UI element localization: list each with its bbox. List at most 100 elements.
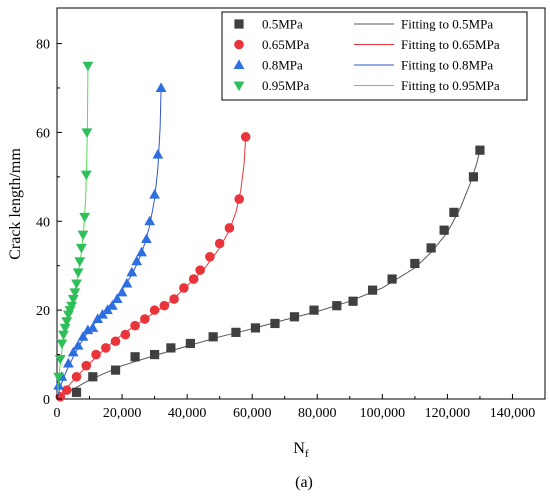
data-point-series-2	[72, 340, 84, 350]
data-point-series-2	[144, 215, 156, 226]
data-point-series-3	[67, 295, 79, 305]
data-point-series-2	[149, 189, 160, 199]
data-point-series-3	[81, 128, 93, 139]
fit-line-series-0	[56, 150, 481, 400]
data-point-series-0	[426, 243, 436, 253]
data-point-series-0	[130, 352, 140, 362]
data-point-series-0	[439, 225, 449, 235]
data-point-series-0	[150, 349, 160, 360]
legend-marker-1	[234, 39, 244, 50]
data-point-series-1	[120, 329, 131, 340]
legend-label-0: 0.5MPa	[262, 17, 303, 32]
x-tick-label: 100,000	[360, 406, 406, 421]
data-point-series-2	[141, 233, 152, 244]
data-point-series-2	[126, 266, 138, 277]
data-point-series-0	[88, 372, 98, 382]
data-point-series-2	[77, 331, 89, 341]
y-tick-label: 20	[36, 304, 50, 319]
data-point-series-0	[475, 145, 485, 155]
data-point-series-3	[59, 323, 71, 334]
data-point-series-1	[140, 314, 150, 324]
data-point-series-1	[224, 223, 235, 233]
data-point-series-1	[234, 194, 244, 204]
x-tick-label: 80,000	[298, 406, 337, 421]
data-point-series-0	[289, 312, 300, 322]
data-point-series-2	[116, 286, 128, 297]
legend-marker-2	[233, 59, 245, 69]
data-point-series-3	[72, 268, 84, 278]
data-point-series-0	[166, 343, 176, 353]
data-point-series-1	[205, 252, 215, 262]
data-point-series-3	[56, 339, 68, 350]
legend-fit-label-3: Fitting to 0.95MPa	[401, 78, 500, 93]
data-point-series-2	[87, 322, 99, 332]
data-point-series-1	[101, 343, 111, 353]
data-point-series-3	[58, 330, 69, 341]
data-point-series-1	[81, 360, 92, 371]
data-point-series-0	[185, 338, 195, 349]
y-tick-label: 40	[36, 215, 50, 230]
data-point-series-1	[110, 336, 121, 347]
axes: 0 20,000 40,000 60,000 80,000 100,000 120,000 1…	[36, 38, 535, 421]
x-axis-title-main: N	[293, 440, 305, 457]
data-point-series-2	[136, 246, 147, 257]
legend-fit-label-2: Fitting to 0.8MPa	[401, 58, 493, 73]
x-tick-label: 60,000	[233, 406, 272, 421]
data-point-series-3	[77, 230, 89, 241]
legend-label-3: 0.95MPa	[262, 78, 310, 93]
data-point-series-3	[71, 279, 82, 290]
y-axis-title: Crack length/mm	[7, 148, 24, 260]
legend-label-2: 0.8MPa	[262, 58, 303, 73]
data-point-series-1	[179, 283, 189, 293]
data-point-series-0	[231, 327, 241, 337]
y-tick-label: 60	[36, 126, 50, 141]
data-point-series-1	[130, 320, 140, 331]
figure-caption: (a)	[295, 474, 313, 491]
x-tick-label: 140,000	[490, 406, 536, 421]
legend-label-1: 0.65MPa	[262, 37, 310, 52]
x-tick-label: 120,000	[425, 406, 471, 421]
data-point-series-2	[131, 255, 143, 266]
legend-marker-0	[234, 19, 244, 29]
data-point-series-0	[110, 365, 121, 375]
y-tick-label: 80	[36, 38, 50, 53]
data-point-series-0	[270, 318, 280, 329]
chart-marks	[53, 61, 485, 402]
data-point-series-3	[79, 212, 91, 223]
data-point-series-3	[82, 61, 94, 72]
x-axis-title: Nf	[293, 440, 309, 460]
x-tick-label: 40,000	[168, 406, 207, 421]
data-point-series-2	[62, 357, 74, 368]
data-point-series-2	[152, 149, 164, 159]
data-point-series-1	[61, 385, 72, 395]
data-point-series-3	[69, 288, 81, 298]
x-tick-label: 20,000	[103, 406, 142, 421]
data-point-series-2	[111, 293, 123, 304]
data-point-series-3	[66, 301, 78, 312]
legend-fit-label-0: Fitting to 0.5MPa	[401, 17, 493, 32]
y-tick-label: 0	[43, 393, 50, 408]
data-point-series-0	[309, 305, 319, 315]
data-point-series-3	[53, 372, 65, 383]
data-point-series-0	[348, 296, 358, 306]
data-point-series-2	[121, 277, 133, 288]
data-point-series-2	[155, 82, 167, 92]
data-point-series-0	[387, 274, 397, 284]
legend: 0.5MPa Fitting to 0.5MPa 0.65MPa Fitting to…	[221, 11, 528, 101]
legend-marker-3	[233, 81, 245, 92]
data-point-series-1	[149, 305, 160, 315]
data-point-series-1	[240, 132, 251, 142]
data-point-series-1	[188, 274, 199, 284]
x-tick-label: 0	[54, 406, 61, 421]
data-point-series-0	[208, 332, 218, 342]
data-point-series-0	[332, 301, 342, 311]
data-point-series-0	[449, 207, 459, 217]
data-point-series-3	[54, 355, 66, 365]
data-point-series-2	[67, 346, 79, 357]
x-axis-title-subscript: f	[305, 448, 309, 460]
data-point-series-1	[195, 265, 205, 275]
data-point-series-1	[71, 371, 82, 382]
data-point-series-3	[76, 243, 87, 254]
data-point-series-3	[80, 170, 92, 181]
